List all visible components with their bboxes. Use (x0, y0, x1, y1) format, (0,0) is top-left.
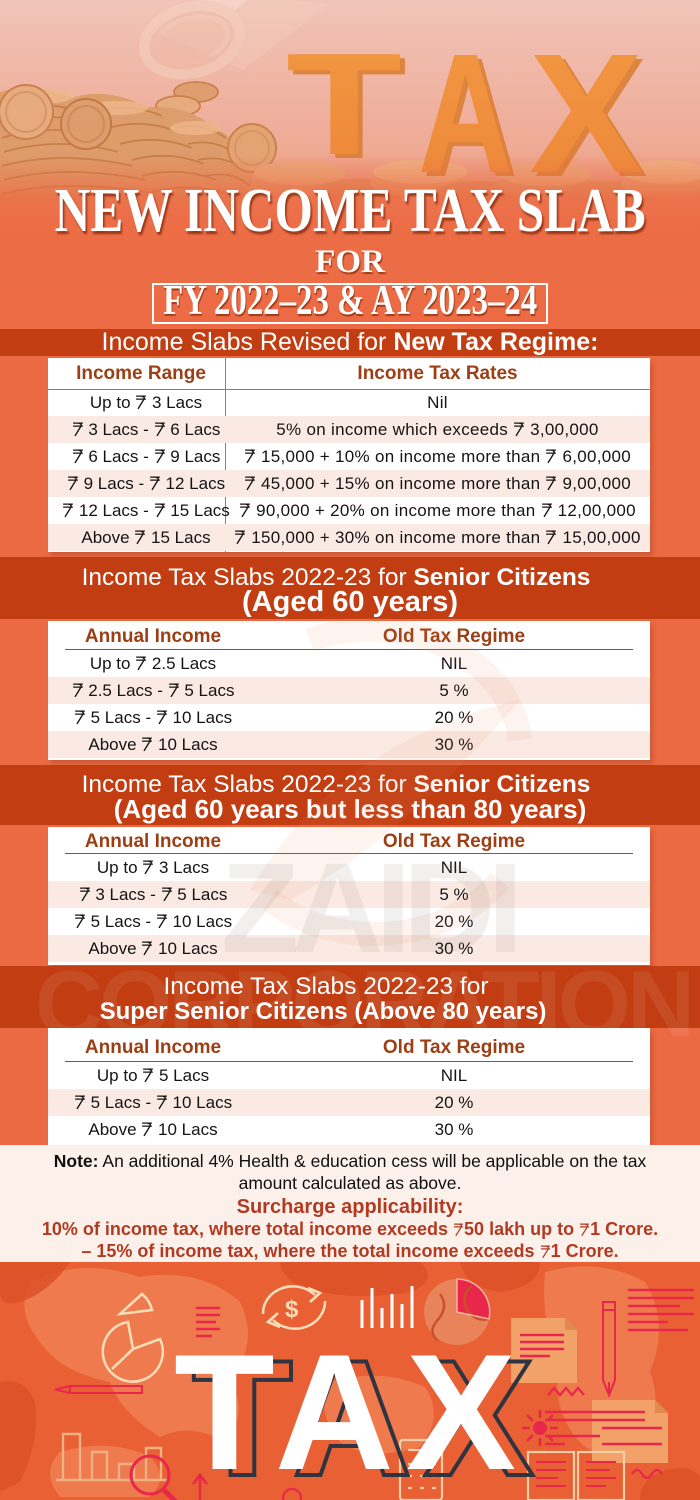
svg-text:TAX: TAX (192, 1326, 534, 1500)
svg-text:TAX: TAX (174, 1320, 516, 1500)
svg-text:$: $ (285, 1296, 299, 1323)
